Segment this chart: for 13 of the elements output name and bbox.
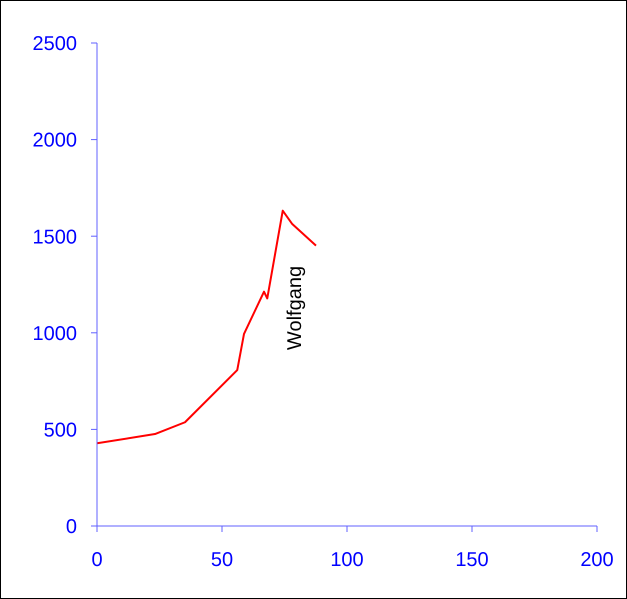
line-series: [97, 210, 317, 444]
x-tick-label: 200: [580, 549, 614, 572]
x-tick-label: 50: [210, 549, 234, 572]
text: Wolfgang: [284, 266, 306, 350]
x-tick-label: 150: [455, 549, 489, 572]
y-tick-label: 1500: [32, 226, 77, 248]
y-tick-label: 0: [66, 516, 77, 538]
y-tick-label: 1000: [32, 322, 77, 345]
x-tick-label: 100: [330, 549, 364, 572]
x-tick-label: 0: [91, 549, 103, 572]
y-tick-label: 500: [44, 420, 77, 442]
y-tick-label: 2000: [32, 130, 77, 152]
y-tick-label: 2500: [32, 33, 77, 56]
